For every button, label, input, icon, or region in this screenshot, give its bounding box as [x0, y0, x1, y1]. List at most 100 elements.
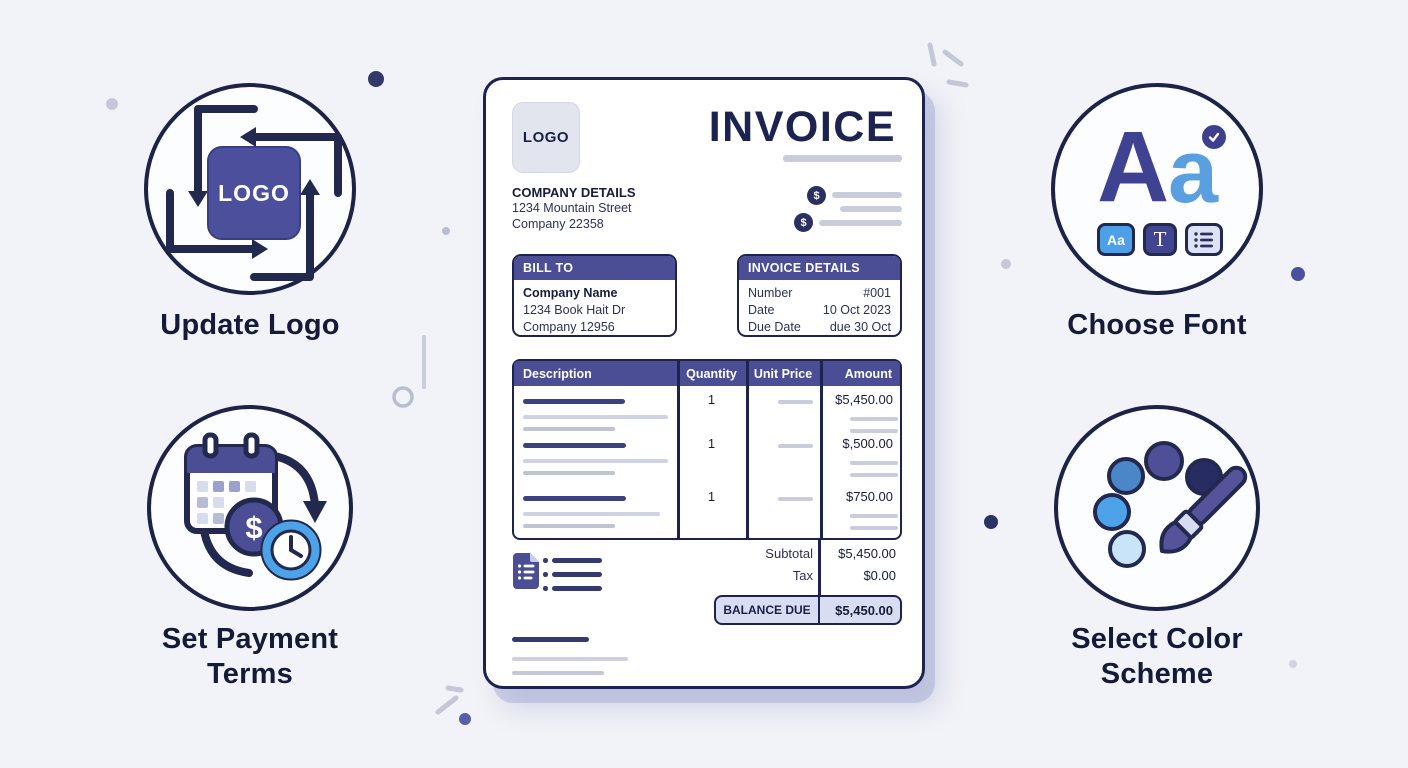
- decor-ring: [392, 386, 414, 408]
- placeholder-line: [778, 497, 813, 501]
- decor-dot: [368, 71, 384, 87]
- detail-row: Number #001: [748, 285, 891, 302]
- detail-row: Due Date due 30 Oct: [748, 319, 891, 335]
- decor-dot: [1289, 660, 1297, 668]
- column-header-description: Description: [523, 366, 592, 381]
- clock-icon: [289, 535, 303, 558]
- totals-divider: [818, 540, 821, 595]
- subtotal-label: Subtotal: [765, 546, 813, 561]
- placeholder-line: [778, 444, 813, 448]
- detail-label: Number: [748, 286, 793, 300]
- subtotal-value: $5,450.00: [838, 546, 896, 561]
- title-underline: [783, 155, 902, 162]
- logo-placeholder-text: LOGO: [218, 179, 290, 206]
- dollar-icon: $: [794, 213, 813, 232]
- detail-label: Date: [748, 303, 775, 317]
- decor-dot: [442, 227, 450, 235]
- placeholder-line: [512, 671, 604, 675]
- placeholder-line: [512, 637, 589, 642]
- invoice-logo-placeholder: LOGO: [512, 102, 580, 173]
- placeholder-line: [523, 496, 626, 501]
- dollar-icon: $: [807, 186, 826, 205]
- placeholder-line: [523, 415, 668, 419]
- bullet-dot: [543, 572, 548, 577]
- placeholder-line: [778, 400, 813, 404]
- placeholder-line: [850, 429, 898, 433]
- table-header-row: Description Quantity Unit Price Amount: [514, 361, 900, 386]
- column-divider: [820, 361, 823, 538]
- placeholder-line: [850, 526, 898, 530]
- feature-select-color-scheme: [1054, 405, 1260, 611]
- quantity-cell: 1: [707, 436, 716, 451]
- detail-label: Due Date: [748, 320, 801, 334]
- column-header-quantity: Quantity: [686, 366, 737, 381]
- feature-update-logo: LOGO: [144, 83, 356, 295]
- column-header-unit-price: Unit Price: [753, 366, 813, 381]
- invoice-details-heading: INVOICE DETAILS: [739, 256, 900, 280]
- document-icon: [513, 553, 539, 589]
- placeholder-line: [850, 417, 898, 421]
- decor-dot: [1291, 267, 1305, 281]
- detail-value: due 30 Oct: [829, 320, 891, 334]
- quantity-cell: 1: [707, 489, 716, 504]
- placeholder-line: [832, 192, 902, 198]
- bullet-line: [552, 586, 602, 591]
- balance-due-label: BALANCE DUE: [716, 597, 820, 623]
- font-list-chip: [1185, 223, 1223, 256]
- invoice-details-box: INVOICE DETAILS Number #001 Date 10 Oct …: [737, 254, 902, 337]
- decor-dot: [984, 515, 998, 529]
- detail-value: #001: [863, 286, 891, 300]
- feature-label-choose-font: Choose Font: [1067, 309, 1247, 341]
- sparkle-icon: [927, 42, 969, 88]
- placeholder-line: [523, 459, 668, 463]
- decor-dot: [459, 713, 471, 725]
- dollar-icon: $: [245, 510, 262, 545]
- bill-to-heading: BILL TO: [514, 256, 675, 280]
- quantity-cell: 1: [707, 392, 716, 407]
- logo-refresh-icon: [166, 105, 342, 281]
- bullet-dot: [543, 586, 548, 591]
- placeholder-line: [850, 473, 898, 477]
- bill-to-box: BILL TO Company Name 1234 Book Hait Dr C…: [512, 254, 677, 337]
- decor-dot: [106, 98, 118, 110]
- amount-cell: $,500.00: [842, 436, 893, 451]
- amount-cell: $5,450.00: [835, 392, 893, 407]
- balance-due-value: $5,450.00: [835, 602, 893, 618]
- decor-line: [422, 335, 426, 389]
- placeholder-line: [850, 514, 898, 518]
- placeholder-line: [523, 471, 615, 475]
- placeholder-line: [523, 443, 626, 448]
- tax-label: Tax: [792, 568, 813, 583]
- bill-to-address-line: Company 12956: [523, 320, 615, 334]
- company-details-heading: COMPANY DETAILS: [512, 185, 636, 200]
- invoice-title: INVOICE: [708, 103, 896, 151]
- company-address-line: 1234 Mountain Street: [512, 201, 632, 215]
- tax-value: $0.00: [863, 568, 896, 583]
- bullet-line: [552, 572, 602, 577]
- bullet-dot: [543, 558, 548, 563]
- placeholder-line: [523, 512, 660, 516]
- placeholder-line: [840, 206, 902, 212]
- column-header-amount: Amount: [844, 366, 892, 381]
- paintbrush-icon: [1159, 465, 1248, 554]
- list-icon: [1194, 231, 1213, 248]
- feature-label-update-logo: Update Logo: [160, 309, 340, 341]
- feature-label-select-color-scheme: Select Color Scheme: [1071, 623, 1243, 690]
- bill-to-address-line: 1234 Book Hait Dr: [523, 303, 626, 317]
- feature-choose-font: A a Aa T: [1051, 83, 1263, 295]
- bill-to-name: Company Name: [523, 286, 618, 300]
- invoice-preview-card: LOGO COMPANY DETAILS 1234 Mountain Stree…: [483, 77, 925, 689]
- font-style-chip-aa: Aa: [1097, 223, 1135, 256]
- placeholder-line: [523, 399, 625, 404]
- column-divider: [746, 361, 749, 538]
- detail-row: Date 10 Oct 2023: [748, 302, 891, 319]
- color-palette-icon: [1093, 441, 1248, 568]
- placeholder-line: [512, 657, 628, 661]
- sparkle-icon: [435, 685, 464, 715]
- placeholder-line: [523, 427, 615, 431]
- feature-set-payment-terms: $: [147, 405, 353, 611]
- font-sample-uppercase: A: [1097, 111, 1170, 223]
- placeholder-line: [523, 524, 615, 528]
